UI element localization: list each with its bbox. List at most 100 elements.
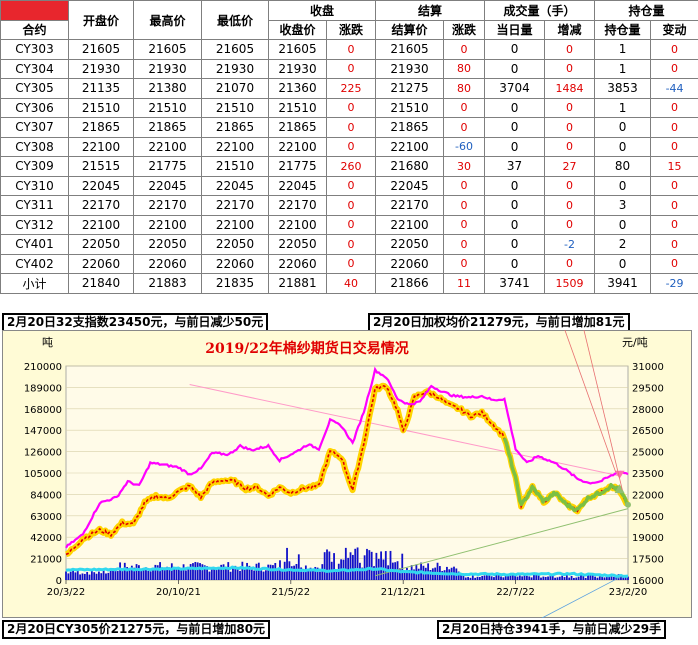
cell-settle: 21865 [375, 117, 445, 138]
volume-bar [114, 568, 117, 580]
cell-chg: 0 [325, 39, 377, 60]
volume-bar [514, 575, 517, 580]
header-contract: 合约 [0, 19, 69, 40]
volume-bar [67, 573, 70, 580]
cell-oi: 0 [594, 175, 652, 196]
cell-contract: CY305 [0, 78, 69, 99]
volume-bar [154, 564, 157, 580]
cell-chg: 0 [325, 234, 377, 255]
volume-bar [457, 571, 460, 580]
volume-bar [349, 552, 352, 580]
trend-line-green [374, 508, 629, 577]
green-overlay-line [502, 437, 630, 513]
volume-bar [187, 569, 190, 580]
cell-schg: 30 [443, 156, 486, 177]
volume-bar [232, 568, 234, 580]
volume-bar [281, 569, 284, 580]
cell-close: 21510 [268, 97, 327, 118]
volume-bar [276, 569, 279, 580]
volume-bar [584, 577, 587, 580]
header-settle-price: 结算价 [375, 19, 445, 40]
cell-close: 21775 [268, 156, 327, 177]
cell-open: 22060 [68, 253, 134, 274]
volume-bar [620, 576, 622, 580]
cell-settle: 21605 [375, 39, 445, 60]
volume-bar [250, 567, 253, 580]
volume-bar [462, 575, 465, 580]
table-row: CY309 21515 21775 21510 21775 260 21680 30 37 27 8… [0, 156, 698, 177]
cell-vol: 0 [484, 195, 546, 216]
cell-open: 21605 [68, 39, 134, 60]
volume-bar [361, 567, 364, 580]
volume-bar [568, 577, 571, 580]
table-row: CY306 21510 21510 21510 21510 0 21510 0 0 0 1 0 [0, 97, 698, 118]
cell-low: 22170 [201, 195, 269, 216]
volume-bar [554, 577, 557, 580]
caption-cy305-price: 2月20日CY305价21275元，与前日增加80元 [2, 620, 271, 639]
volume-bar [507, 575, 509, 580]
cell-settle: 22100 [375, 136, 445, 157]
left-tick-label: 210000 [24, 362, 62, 373]
cell-schg: 80 [443, 58, 486, 79]
volume-bar [180, 569, 183, 580]
volume-bar [257, 562, 260, 580]
volume-bar [293, 565, 295, 580]
volume-bar [516, 576, 519, 580]
volume-bar [163, 567, 166, 580]
volume-bar [366, 548, 368, 580]
cell-low: 21835 [201, 273, 269, 294]
cell-volchg: 0 [544, 97, 596, 118]
volume-bar [488, 574, 491, 580]
volume-bar [210, 568, 213, 580]
volume-bar [253, 570, 256, 580]
cell-volchg: 27 [544, 156, 596, 177]
cell-chg: 0 [325, 253, 377, 274]
cell-oichg: -44 [650, 78, 698, 99]
cell-high: 21865 [133, 117, 202, 138]
table-row: CY304 21930 21930 21930 21930 0 21930 80 0 0 1 0 [0, 58, 698, 79]
cell-oi: 3 [594, 195, 652, 216]
caption-open-interest: 2月20日持仓3941手，与前日减少29手 [437, 620, 667, 639]
cell-schg: 0 [443, 117, 486, 138]
volume-bar [189, 564, 192, 580]
volume-bar [72, 569, 74, 580]
volume-bar [490, 576, 493, 580]
volume-bar [533, 574, 535, 580]
volume-bar [582, 574, 585, 580]
volume-bar [511, 575, 514, 580]
volume-bar [537, 574, 540, 580]
header-volume-group: 成交量（手） [484, 0, 596, 21]
right-tick-label: 23500 [632, 469, 664, 480]
volume-bar [149, 571, 152, 580]
cell-settle: 22170 [375, 195, 445, 216]
cell-chg: 40 [325, 273, 377, 294]
volume-bar [497, 574, 500, 580]
cell-settle: 22050 [375, 234, 445, 255]
header-oi-change: 变动 [650, 19, 698, 40]
volume-bar [540, 577, 542, 580]
volume-bar [403, 571, 406, 580]
callout-line [581, 321, 623, 491]
chart-title: 2019/22年棉纱期货日交易情况 [205, 340, 409, 357]
volume-bar [79, 574, 82, 580]
cell-low: 22100 [201, 214, 269, 235]
volume-bar [168, 567, 171, 580]
left-tick-label: 0 [56, 576, 62, 587]
volume-bar [133, 567, 136, 580]
volume-bar [509, 575, 512, 580]
cell-oi: 3941 [594, 273, 652, 294]
cell-low: 22060 [201, 253, 269, 274]
volume-bar [469, 577, 472, 580]
header-close-change: 涨跌 [325, 19, 377, 40]
volume-bar [542, 576, 545, 580]
volume-bar [570, 575, 573, 580]
volume-bar [436, 562, 439, 580]
table-row: CY308 22100 22100 22100 22100 0 22100 -60 0 0 0 0 [0, 136, 698, 157]
cell-oichg: 0 [650, 234, 698, 255]
cell-close: 21360 [268, 78, 327, 99]
volume-bar [227, 562, 230, 580]
open-interest-line [65, 565, 629, 578]
header-close-group: 收盘 [267, 0, 377, 21]
volume-bar [389, 550, 392, 580]
volume-bar [224, 569, 227, 580]
